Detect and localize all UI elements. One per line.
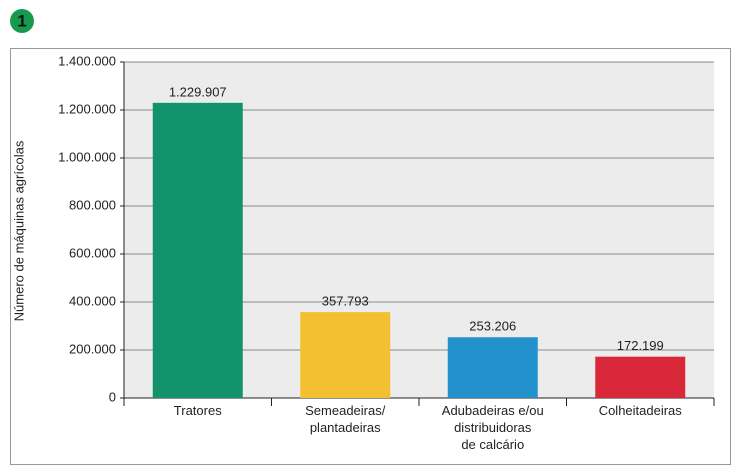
y-tick-label: 400.000 xyxy=(69,293,116,308)
x-tick-label: Colheitadeiras xyxy=(599,403,683,418)
x-tick-label: Adubadeiras e/ou distribuidoras de calcári… xyxy=(442,403,544,452)
badge-circle xyxy=(10,9,34,33)
y-tick-label: 800.000 xyxy=(69,197,116,212)
value-label: 1.229.907 xyxy=(169,84,227,99)
bar xyxy=(447,337,538,398)
y-axis-label: Número de máquinas agrícolas xyxy=(11,140,26,321)
value-label: 357.793 xyxy=(322,294,369,309)
badge: 1 xyxy=(17,11,26,30)
bar xyxy=(152,102,243,398)
x-tick-label: Tratores xyxy=(174,403,222,418)
y-tick-label: 600.000 xyxy=(69,245,116,260)
y-tick-label: 200.000 xyxy=(69,341,116,356)
bar xyxy=(300,312,391,398)
bar xyxy=(595,356,686,398)
y-tick-label: 1.000.000 xyxy=(58,149,116,164)
y-tick-label: 1.200.000 xyxy=(58,101,116,116)
value-label: 253.206 xyxy=(469,319,516,334)
value-label: 172.199 xyxy=(617,338,664,353)
x-tick-label: Semeadeiras/plantadeiras xyxy=(305,403,386,435)
y-tick-label: 0 xyxy=(109,389,116,404)
y-tick-label: 1.400.000 xyxy=(58,53,116,68)
